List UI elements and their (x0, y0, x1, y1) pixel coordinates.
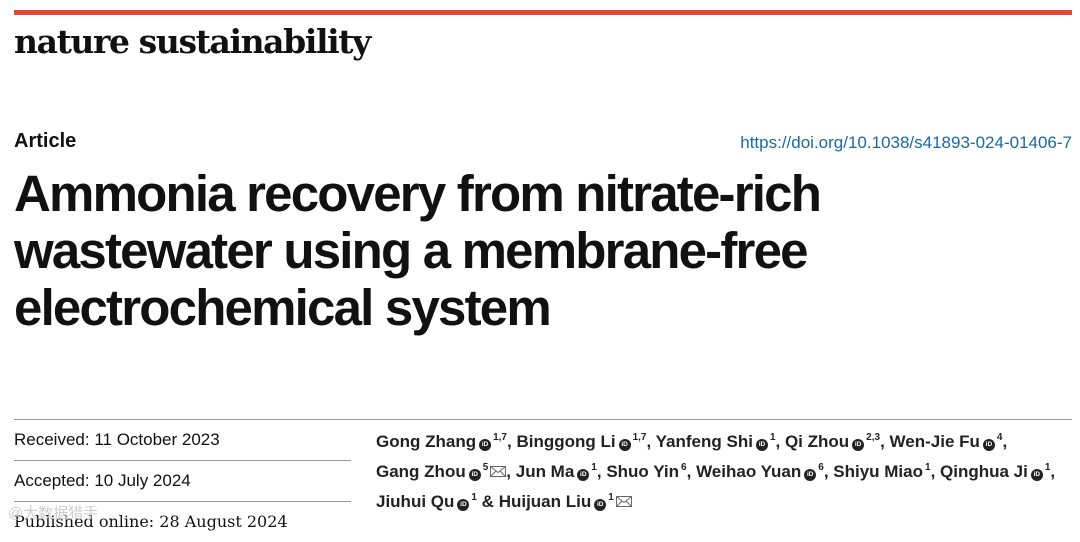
author-separator: , (930, 462, 941, 481)
orcid-icon[interactable]: iD (468, 469, 481, 481)
author-name: Weihao Yuan (696, 462, 802, 481)
article-title: Ammonia recovery from nitrate-rich waste… (14, 165, 1014, 336)
email-icon[interactable] (490, 466, 507, 477)
affiliation-marker: 6 (681, 462, 687, 473)
author-separator: , (686, 462, 697, 481)
author-name: Shiyu Miao (833, 462, 923, 481)
author-list: Gong Zhang iD1,7, Binggong Li iD1,7, Yanfe… (376, 425, 1072, 515)
author-separator: , (596, 462, 607, 481)
title-line: Ammonia recovery from nitrate-rich (14, 165, 822, 222)
author-3[interactable]: Yanfeng Shi iD1 (656, 432, 776, 451)
author-9[interactable]: Weihao Yuan iD6 (696, 462, 824, 481)
affiliation-marker: 1 (471, 492, 477, 503)
author-separator: , (1002, 432, 1008, 451)
affiliation-marker: 6 (818, 462, 824, 473)
journal-name: nature sustainability (14, 22, 371, 61)
author-separator: , (880, 432, 890, 451)
affiliation-marker: 5 (482, 462, 489, 473)
author-11[interactable]: Qinghua Ji iD1 (940, 462, 1050, 481)
author-separator: , (506, 462, 516, 481)
author-name: Qi Zhou (784, 432, 850, 451)
email-icon[interactable] (615, 496, 632, 507)
author-separator: , (1050, 462, 1056, 481)
author-separator: , (507, 432, 517, 451)
affiliation-marker: 1,7 (493, 432, 507, 443)
orcid-icon[interactable]: iD (1030, 469, 1043, 481)
title-line: wastewater using a membrane-free (14, 222, 809, 279)
affiliation-marker: 1 (591, 462, 597, 473)
author-name: Yanfeng Shi (655, 432, 753, 451)
affiliation-marker: 1 (608, 492, 614, 503)
author-separator: , (646, 432, 656, 451)
author-2[interactable]: Binggong Li iD1,7 (516, 432, 647, 451)
divider (14, 419, 1072, 420)
journal-accent-bar (14, 10, 1072, 15)
author-4[interactable]: Qi Zhou iD2,3 (785, 432, 880, 451)
author-5[interactable]: Wen-Jie Fu iD4 (889, 432, 1003, 451)
author-name: Gong Zhang (376, 432, 477, 451)
author-name: Jun Ma (515, 462, 575, 481)
author-name: Jiuhui Qu (376, 492, 455, 511)
accepted-date: Accepted: 10 July 2024 (14, 461, 351, 502)
affiliation-marker: 1,7 (632, 432, 647, 443)
affiliation-marker: 4 (996, 432, 1003, 443)
orcid-icon[interactable]: iD (755, 439, 768, 451)
doi-link[interactable]: https://doi.org/10.1038/s41893-024-01406… (740, 133, 1072, 152)
author-7[interactable]: Jun Ma iD1 (516, 462, 597, 481)
article-type-label: Article (14, 130, 77, 152)
published-date: Published online: 28 August 2024 (14, 512, 288, 531)
author-name: Binggong Li (516, 432, 616, 451)
affiliation-marker: 1 (925, 462, 931, 473)
author-10[interactable]: Shiyu Miao 1 (833, 462, 930, 481)
author-name: Shuo Yin (606, 462, 680, 481)
affiliation-marker: 2,3 (866, 432, 881, 443)
author-name: Huijuan Liu (498, 492, 592, 511)
orcid-icon[interactable]: iD (982, 439, 995, 451)
author-12[interactable]: Jiuhui Qu iD1 (376, 492, 477, 511)
watermark: @大数据猎手 (8, 505, 99, 522)
author-1[interactable]: Gong Zhang iD1,7 (376, 432, 507, 451)
author-separator: , (775, 432, 785, 451)
affiliation-marker: 1 (1044, 462, 1051, 473)
author-name: Gang Zhou (376, 462, 466, 481)
received-date: Received: 11 October 2023 (14, 420, 351, 461)
author-8[interactable]: Shuo Yin 6 (606, 462, 686, 481)
orcid-icon[interactable]: iD (804, 469, 817, 481)
affiliation-marker: 1 (769, 432, 776, 443)
author-separator: , (823, 462, 834, 481)
author-6[interactable]: Gang Zhou iD5 (376, 462, 507, 481)
orcid-icon[interactable]: iD (618, 439, 631, 451)
orcid-icon[interactable]: iD (594, 499, 607, 511)
author-name: Wen-Jie Fu (889, 432, 980, 451)
orcid-icon[interactable]: iD (479, 439, 492, 451)
orcid-icon[interactable]: iD (852, 439, 865, 451)
author-name: Qinghua Ji (940, 462, 1028, 481)
author-separator: & (476, 492, 499, 511)
title-line: electrochemical system (14, 279, 552, 336)
orcid-icon[interactable]: iD (577, 469, 590, 481)
orcid-icon[interactable]: iD (457, 499, 470, 511)
dates-panel: Received: 11 October 2023 Accepted: 10 J… (14, 420, 351, 542)
author-13[interactable]: Huijuan Liu iD1 (499, 492, 632, 511)
